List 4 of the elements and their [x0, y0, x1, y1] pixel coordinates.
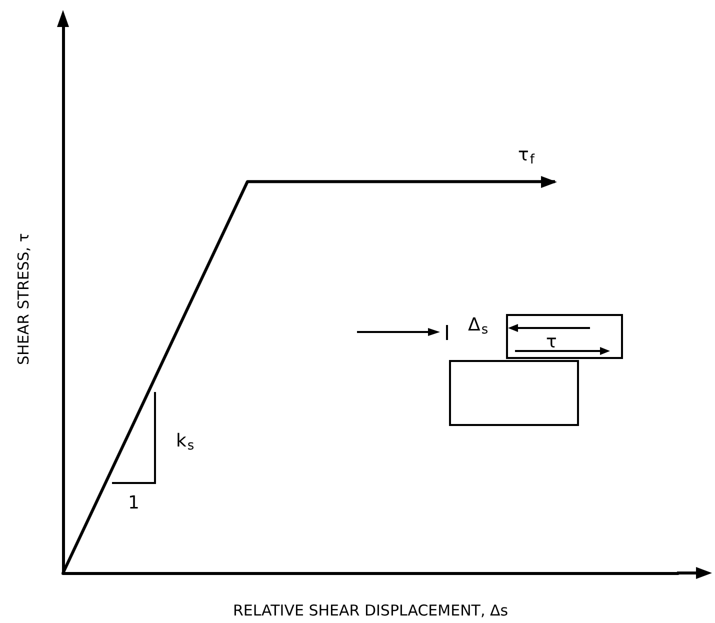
y-axis-title: SHEAR STRESS, τ [14, 233, 32, 365]
annotation: 1 [128, 492, 140, 514]
x-axis-title: RELATIVE SHEAR DISPLACEMENT, Δs [232, 602, 508, 620]
annotation: τ [546, 332, 557, 352]
